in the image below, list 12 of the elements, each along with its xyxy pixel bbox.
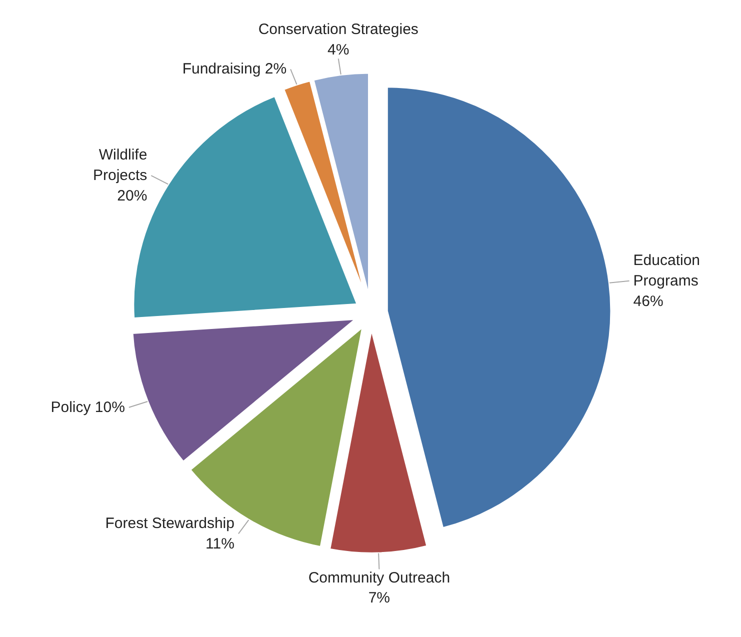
slice-label: Fundraising 2% (182, 60, 287, 78)
slice-label: Education Programs (633, 252, 700, 290)
slice-label: Wildlife Projects (92, 146, 148, 184)
data-label: 20% (117, 188, 148, 205)
slice-label: Policy 10% (50, 398, 125, 416)
data-label: 11% (206, 535, 234, 552)
data-label: 7% (368, 590, 390, 607)
slice-label: Conservation Strategies (258, 21, 418, 38)
data-label: 46% (633, 292, 664, 310)
data-label: 4% (328, 42, 350, 59)
slice-label: Community Outreach (308, 569, 450, 586)
slice-label: Forest Stewardship (105, 514, 234, 532)
